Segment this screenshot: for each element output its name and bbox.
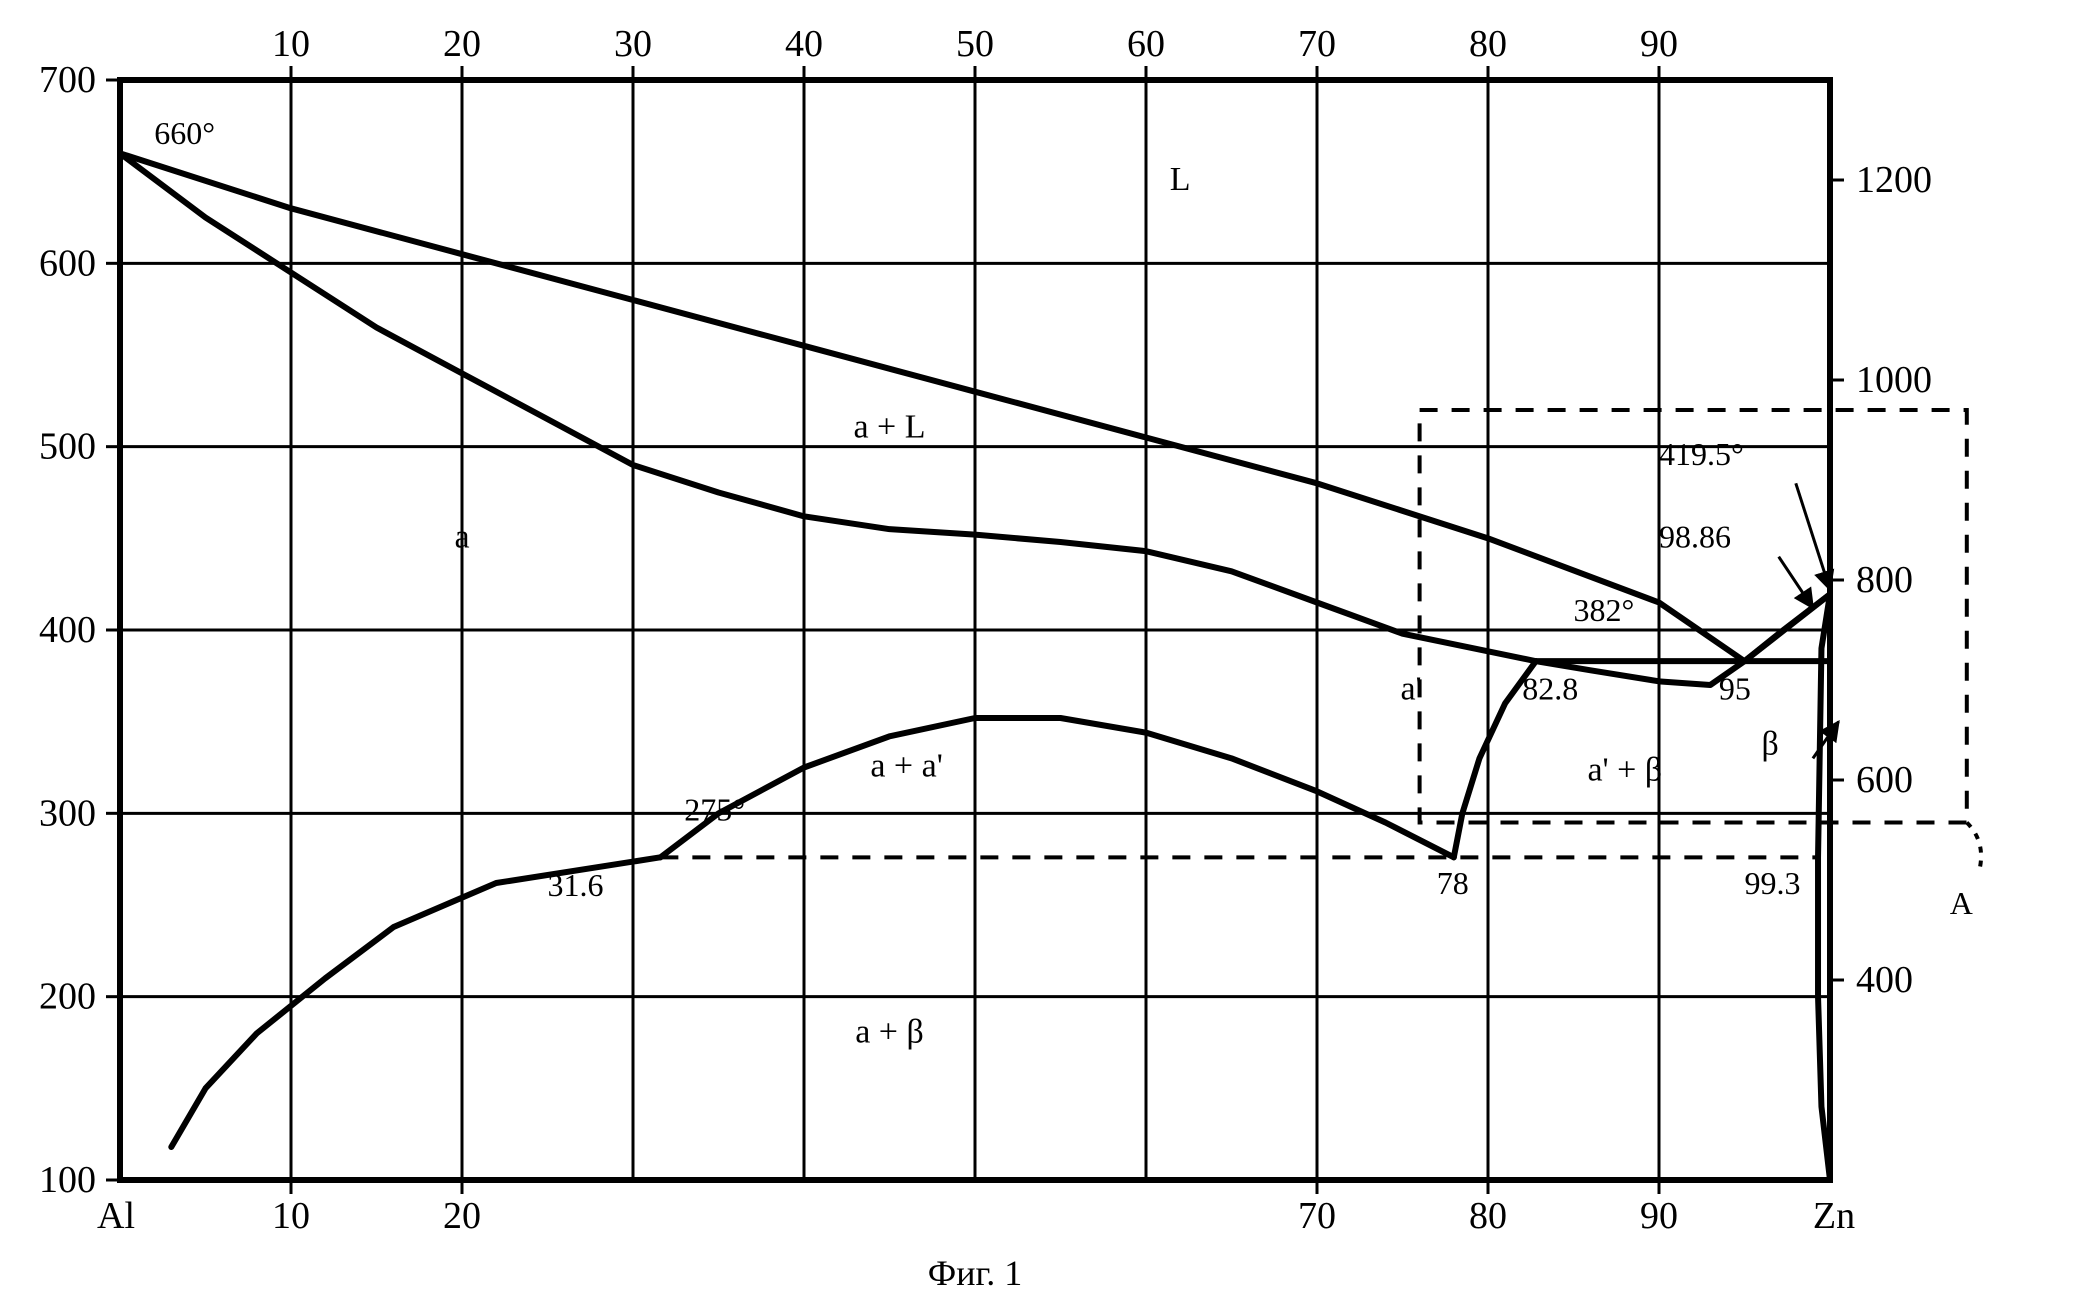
annotation-label: 82.8 [1522,671,1578,707]
annotation-label: 78 [1437,865,1469,901]
top-tick-label: 90 [1640,23,1678,65]
annotation-label: 95 [1719,671,1751,707]
x-left-endlabel: Al [97,1195,135,1237]
annotation-label: 660° [154,115,215,151]
bottom-tick-label: 80 [1469,1195,1507,1237]
bottom-tick-label: 90 [1640,1195,1678,1237]
annotation-label: 275° [684,792,745,828]
top-tick-label: 10 [272,23,310,65]
left-tick-label: 200 [39,976,96,1018]
region-label: L [1170,161,1191,198]
left-tick-label: 700 [39,59,96,101]
top-tick-label: 40 [785,23,823,65]
right-tick-label: 600 [1856,759,1913,801]
annotation-label: 31.6 [548,867,604,903]
right-tick-label: 400 [1856,959,1913,1001]
region-label: a + L [853,409,925,446]
right-tick-label: 1000 [1856,359,1932,401]
phase-diagram-figure: { "figure": { "caption": "Фиг. 1", "capt… [0,0,2088,1300]
left-tick-label: 600 [39,242,96,284]
annotation-label: 419.5° [1659,436,1744,472]
left-tick-label: 500 [39,426,96,468]
annotation-label: 382° [1574,592,1635,628]
top-tick-label: 20 [443,23,481,65]
top-tick-label: 70 [1298,23,1336,65]
bottom-tick-label: 10 [272,1195,310,1237]
region-label: a' + β [1587,751,1662,788]
x-right-endlabel: Zn [1813,1195,1855,1237]
top-tick-label: 80 [1469,23,1507,65]
phase-diagram-svg: 10 20 30 40 50 60 70 80 90 10 20 70 80 90 Al Zn 100 200 30… [0,0,2088,1300]
bottom-tick-label: 70 [1298,1195,1336,1237]
annotation-label: 98.86 [1659,519,1731,555]
left-tick-label: 100 [39,1159,96,1201]
left-tick-label: 400 [39,609,96,651]
right-tick-label: 1200 [1856,159,1932,201]
top-tick-label: 30 [614,23,652,65]
annotation-label: 99.3 [1745,865,1801,901]
region-label: a + a' [870,748,942,785]
top-tick-label: 50 [956,23,994,65]
region-label: a [454,519,469,556]
bottom-tick-label: 20 [443,1195,481,1237]
left-tick-label: 300 [39,792,96,834]
region-label: β [1761,726,1778,763]
region-label: a + β [855,1014,924,1051]
figure-caption: Фиг. 1 [928,1253,1022,1293]
region-label: a' [1400,671,1421,708]
right-tick-label: 800 [1856,559,1913,601]
annotation-label: A [1950,885,1973,921]
top-tick-label: 60 [1127,23,1165,65]
